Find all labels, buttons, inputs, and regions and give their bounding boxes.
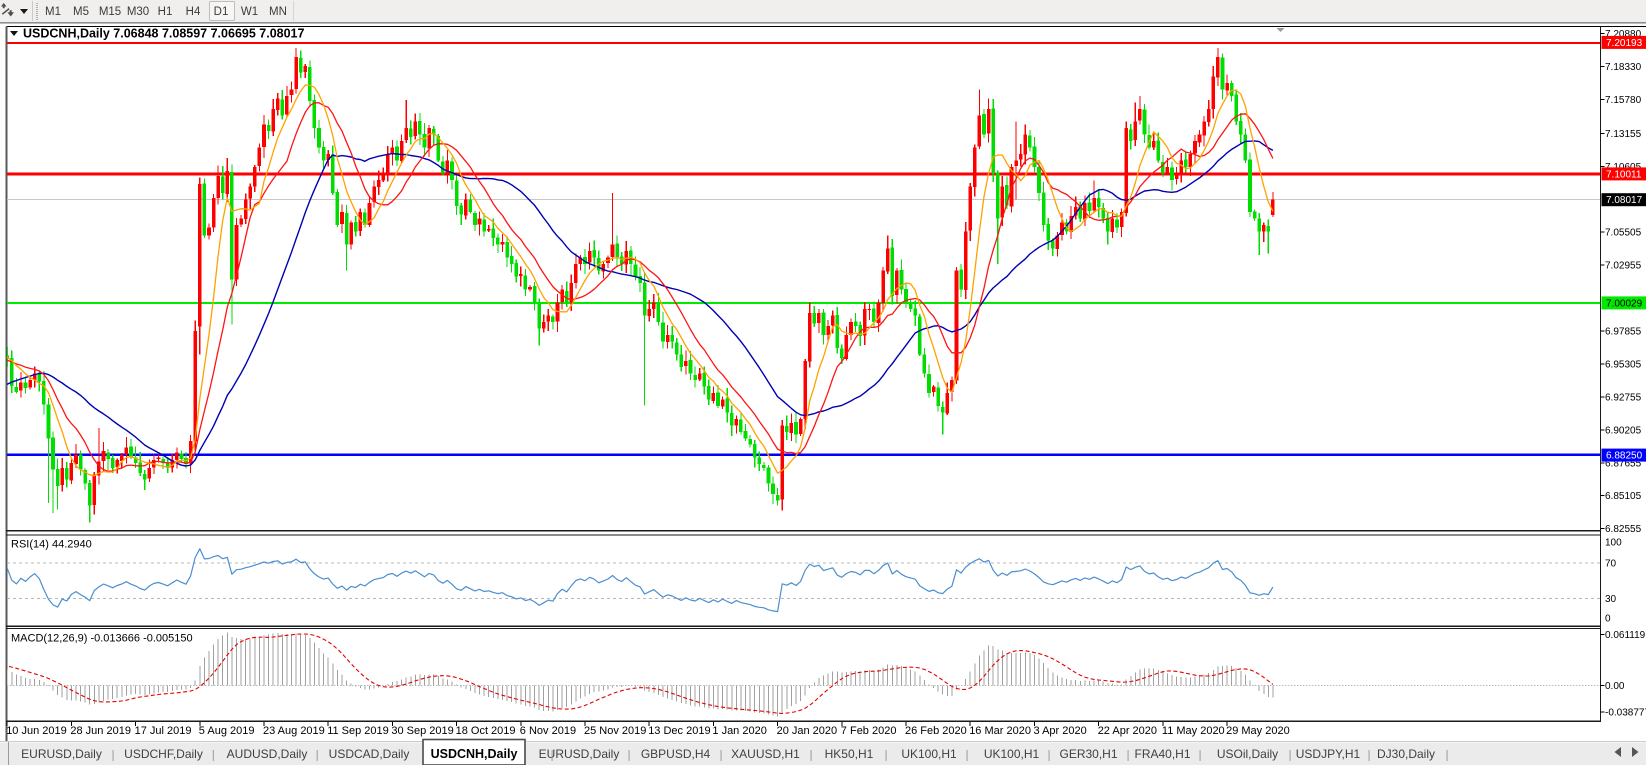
svg-text:|: | (1047, 748, 1050, 762)
svg-text:RSI(14) 44.2940: RSI(14) 44.2940 (11, 539, 92, 551)
svg-text:USDCNH,Daily: USDCNH,Daily (431, 747, 518, 761)
svg-text:30: 30 (1605, 594, 1617, 605)
svg-text:W1: W1 (241, 6, 258, 18)
svg-text:13 Dec 2019: 13 Dec 2019 (648, 725, 710, 737)
svg-text:EURUSD,Daily: EURUSD,Daily (21, 747, 102, 761)
svg-text:GER30,H1: GER30,H1 (1059, 747, 1117, 761)
svg-text:100: 100 (1605, 537, 1622, 548)
svg-text:H4: H4 (186, 6, 201, 18)
svg-text:USDCHF,Daily: USDCHF,Daily (124, 747, 203, 761)
svg-text:M1: M1 (45, 6, 61, 18)
svg-text:GBPUSD,H4: GBPUSD,H4 (641, 747, 711, 761)
svg-text:30 Sep 2019: 30 Sep 2019 (391, 725, 453, 737)
svg-text:22 Apr 2020: 22 Apr 2020 (1098, 725, 1157, 737)
svg-text:XAUUSD,H1: XAUUSD,H1 (731, 747, 800, 761)
svg-text:7.13155: 7.13155 (1605, 129, 1642, 140)
svg-text:D1: D1 (214, 6, 229, 18)
svg-text:|: | (1445, 748, 1448, 762)
svg-text:-0.038777: -0.038777 (1605, 708, 1646, 719)
svg-text:26 Feb 2020: 26 Feb 2020 (905, 725, 967, 737)
svg-text:7.10011: 7.10011 (1606, 169, 1642, 180)
svg-text:USDCNH,Daily 7.06848 7.08597: USDCNH,Daily 7.06848 7.08597 7.06695 7.0… (23, 27, 304, 41)
svg-text:UK100,H1: UK100,H1 (984, 747, 1040, 761)
svg-text:70: 70 (1605, 558, 1617, 569)
svg-text:|: | (719, 748, 722, 762)
svg-text:MACD(12,26,9) -0.013666 -0.005: MACD(12,26,9) -0.013666 -0.005150 (11, 633, 193, 645)
svg-text:7 Feb 2020: 7 Feb 2020 (841, 725, 897, 737)
svg-text:6.82555: 6.82555 (1605, 524, 1642, 535)
svg-text:6.92755: 6.92755 (1605, 392, 1642, 403)
svg-text:6.95305: 6.95305 (1605, 359, 1642, 370)
svg-text:6.90205: 6.90205 (1605, 425, 1642, 436)
svg-text:11 Sep 2019: 11 Sep 2019 (327, 725, 389, 737)
svg-text:7.18330: 7.18330 (1605, 62, 1642, 73)
svg-text:M5: M5 (73, 6, 89, 18)
svg-text:|: | (212, 748, 215, 762)
svg-text:10 Jun 2019: 10 Jun 2019 (6, 725, 67, 737)
svg-text:1 Jan 2020: 1 Jan 2020 (712, 725, 766, 737)
svg-text:6.85105: 6.85105 (1605, 491, 1642, 502)
svg-text:USDJPY,H1: USDJPY,H1 (1296, 747, 1361, 761)
svg-text:AUDUSD,Daily: AUDUSD,Daily (227, 747, 308, 761)
svg-text:23 Aug 2019: 23 Aug 2019 (263, 725, 325, 737)
svg-text:UK100,H1: UK100,H1 (901, 747, 957, 761)
svg-text:7.20193: 7.20193 (1606, 38, 1643, 49)
svg-text:25 Nov 2019: 25 Nov 2019 (584, 725, 646, 737)
svg-text:USDCAD,Daily: USDCAD,Daily (329, 747, 410, 761)
svg-text:7.10605: 7.10605 (1605, 162, 1642, 173)
svg-text:29 May 2020: 29 May 2020 (1226, 725, 1290, 737)
svg-text:7.05505: 7.05505 (1605, 228, 1642, 239)
svg-text:3 Apr 2020: 3 Apr 2020 (1034, 725, 1087, 737)
svg-text:|: | (1126, 748, 1129, 762)
svg-text:MN: MN (269, 6, 287, 18)
svg-text:|: | (111, 748, 114, 762)
svg-text:0: 0 (1605, 613, 1611, 624)
svg-text:EURUSD,Daily: EURUSD,Daily (539, 747, 620, 761)
svg-text:|: | (1288, 748, 1291, 762)
svg-text:|: | (1367, 748, 1370, 762)
svg-text:|: | (965, 748, 968, 762)
svg-text:|: | (1198, 748, 1201, 762)
svg-text:|: | (884, 748, 887, 762)
svg-text:M30: M30 (127, 6, 149, 18)
svg-text:18 Oct 2019: 18 Oct 2019 (456, 725, 516, 737)
svg-text:6.87655: 6.87655 (1605, 458, 1642, 469)
svg-text:7.15780: 7.15780 (1605, 95, 1642, 106)
svg-text:16 Mar 2020: 16 Mar 2020 (969, 725, 1031, 737)
svg-text:HK50,H1: HK50,H1 (825, 747, 874, 761)
svg-text:7.08017: 7.08017 (1606, 195, 1643, 206)
svg-text:|: | (550, 748, 553, 762)
svg-text:20 Jan 2020: 20 Jan 2020 (777, 725, 838, 737)
svg-text:11 May 2020: 11 May 2020 (1162, 725, 1225, 737)
svg-text:|: | (627, 748, 630, 762)
svg-text:28 Jun 2019: 28 Jun 2019 (70, 725, 131, 737)
svg-text:7.02955: 7.02955 (1605, 261, 1642, 272)
svg-text:0.061119: 0.061119 (1605, 630, 1646, 641)
svg-text:6.97855: 6.97855 (1605, 327, 1642, 338)
svg-text:7.20880: 7.20880 (1605, 29, 1642, 40)
svg-text:17 Jul 2019: 17 Jul 2019 (135, 725, 192, 737)
svg-text:M15: M15 (99, 6, 121, 18)
svg-text:H1: H1 (158, 6, 173, 18)
svg-text:7.00029: 7.00029 (1606, 298, 1643, 309)
svg-text:0.00: 0.00 (1605, 681, 1625, 692)
svg-text:5 Aug 2019: 5 Aug 2019 (199, 725, 255, 737)
svg-text:DJ30,Daily: DJ30,Daily (1377, 747, 1435, 761)
svg-text:USOil,Daily: USOil,Daily (1217, 747, 1278, 761)
svg-text:|: | (809, 748, 812, 762)
svg-text:FRA40,H1: FRA40,H1 (1134, 747, 1190, 761)
svg-text:6.88250: 6.88250 (1606, 451, 1643, 462)
svg-text:|: | (316, 748, 319, 762)
svg-text:6 Nov 2019: 6 Nov 2019 (520, 725, 576, 737)
